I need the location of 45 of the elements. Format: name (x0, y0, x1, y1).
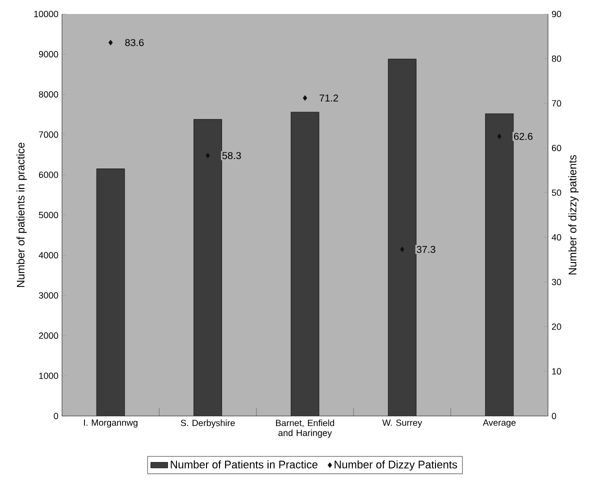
x-tick-label: S. Derbyshire (180, 420, 235, 428)
y-tick-label: 4000 (38, 252, 58, 258)
y-tick-label: 8000 (38, 91, 58, 98)
legend-label: Number of Patients in Practice (170, 460, 318, 468)
y-tick-label: 1000 (39, 372, 58, 379)
point (108, 40, 113, 46)
bar (485, 113, 514, 416)
y2-tick-label: 50 (552, 189, 562, 196)
bar (96, 168, 125, 416)
y2-tick-label: 40 (552, 234, 562, 241)
bar (194, 119, 222, 416)
y2-tick-label: 60 (552, 144, 562, 152)
data-label: 58.3 (222, 152, 241, 160)
x-tick-label: W. Surrey (382, 420, 422, 428)
y2-tick-label: 20 (552, 323, 562, 330)
y2-tick-label: 80 (552, 55, 562, 62)
point (206, 152, 210, 158)
y2-tick-label: 10 (552, 368, 562, 375)
bar (388, 59, 416, 416)
y2-tick-label: 70 (552, 100, 562, 107)
y-tick-label: 10000 (34, 10, 58, 18)
x-tick-label: I. Morgannwg (84, 420, 138, 428)
y-tick-label: 9000 (38, 51, 58, 58)
data-label: 71.2 (320, 94, 338, 102)
y2-tick-label: 30 (552, 278, 562, 286)
bar (291, 112, 319, 416)
data-label: 37.3 (416, 246, 436, 253)
y-tick-label: 0 (54, 412, 58, 420)
data-label: 83.6 (125, 39, 144, 46)
point (400, 246, 404, 252)
y-tick-label: 5000 (38, 212, 58, 218)
point (302, 95, 308, 101)
y-axis-title: Number of patients in practice (16, 142, 27, 287)
y2-tick-label: 90 (552, 10, 562, 18)
y2-axis-title: Number of dizzy patients (568, 155, 579, 274)
data-label: 62.6 (514, 132, 533, 140)
y-tick-label: 2000 (38, 332, 58, 339)
y-tick-label: 7000 (38, 131, 58, 138)
y-tick-label: 6000 (38, 172, 58, 178)
x-tick-label: Barnet, Enfield and Haringey (276, 420, 334, 438)
legend-label: Number of Dizzy Patients (334, 460, 458, 471)
x-tick-label: Average (482, 420, 516, 428)
y2-tick-label: 0 (552, 412, 556, 420)
point (497, 134, 502, 140)
y-tick-label: 3000 (38, 292, 58, 299)
